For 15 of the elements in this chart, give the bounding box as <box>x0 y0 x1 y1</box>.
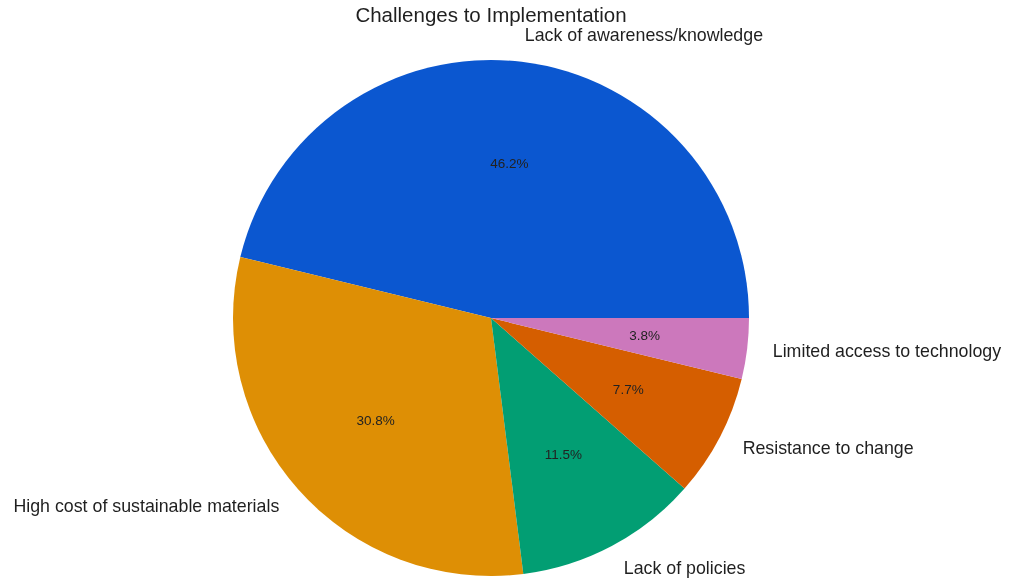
chart-title: Challenges to Implementation <box>355 2 627 26</box>
pie-slice <box>491 318 749 380</box>
pie-slice <box>491 318 685 574</box>
data-label: 3.8% <box>629 328 661 344</box>
pie-slice <box>240 60 749 318</box>
data-label: 11.5% <box>544 446 583 462</box>
slice-label: Limited access to technology <box>772 340 1002 361</box>
pie-slice <box>491 318 742 489</box>
slice-label: Lack of policies <box>623 557 746 578</box>
slice-label: Lack of awareness/knowledge <box>524 25 764 46</box>
data-label: 30.8% <box>356 413 395 429</box>
data-label: 46.2% <box>490 156 529 172</box>
slice-label: Resistance to change <box>742 438 914 459</box>
slice-label: High cost of sustainable materials <box>13 496 280 517</box>
data-label: 7.7% <box>612 381 644 397</box>
